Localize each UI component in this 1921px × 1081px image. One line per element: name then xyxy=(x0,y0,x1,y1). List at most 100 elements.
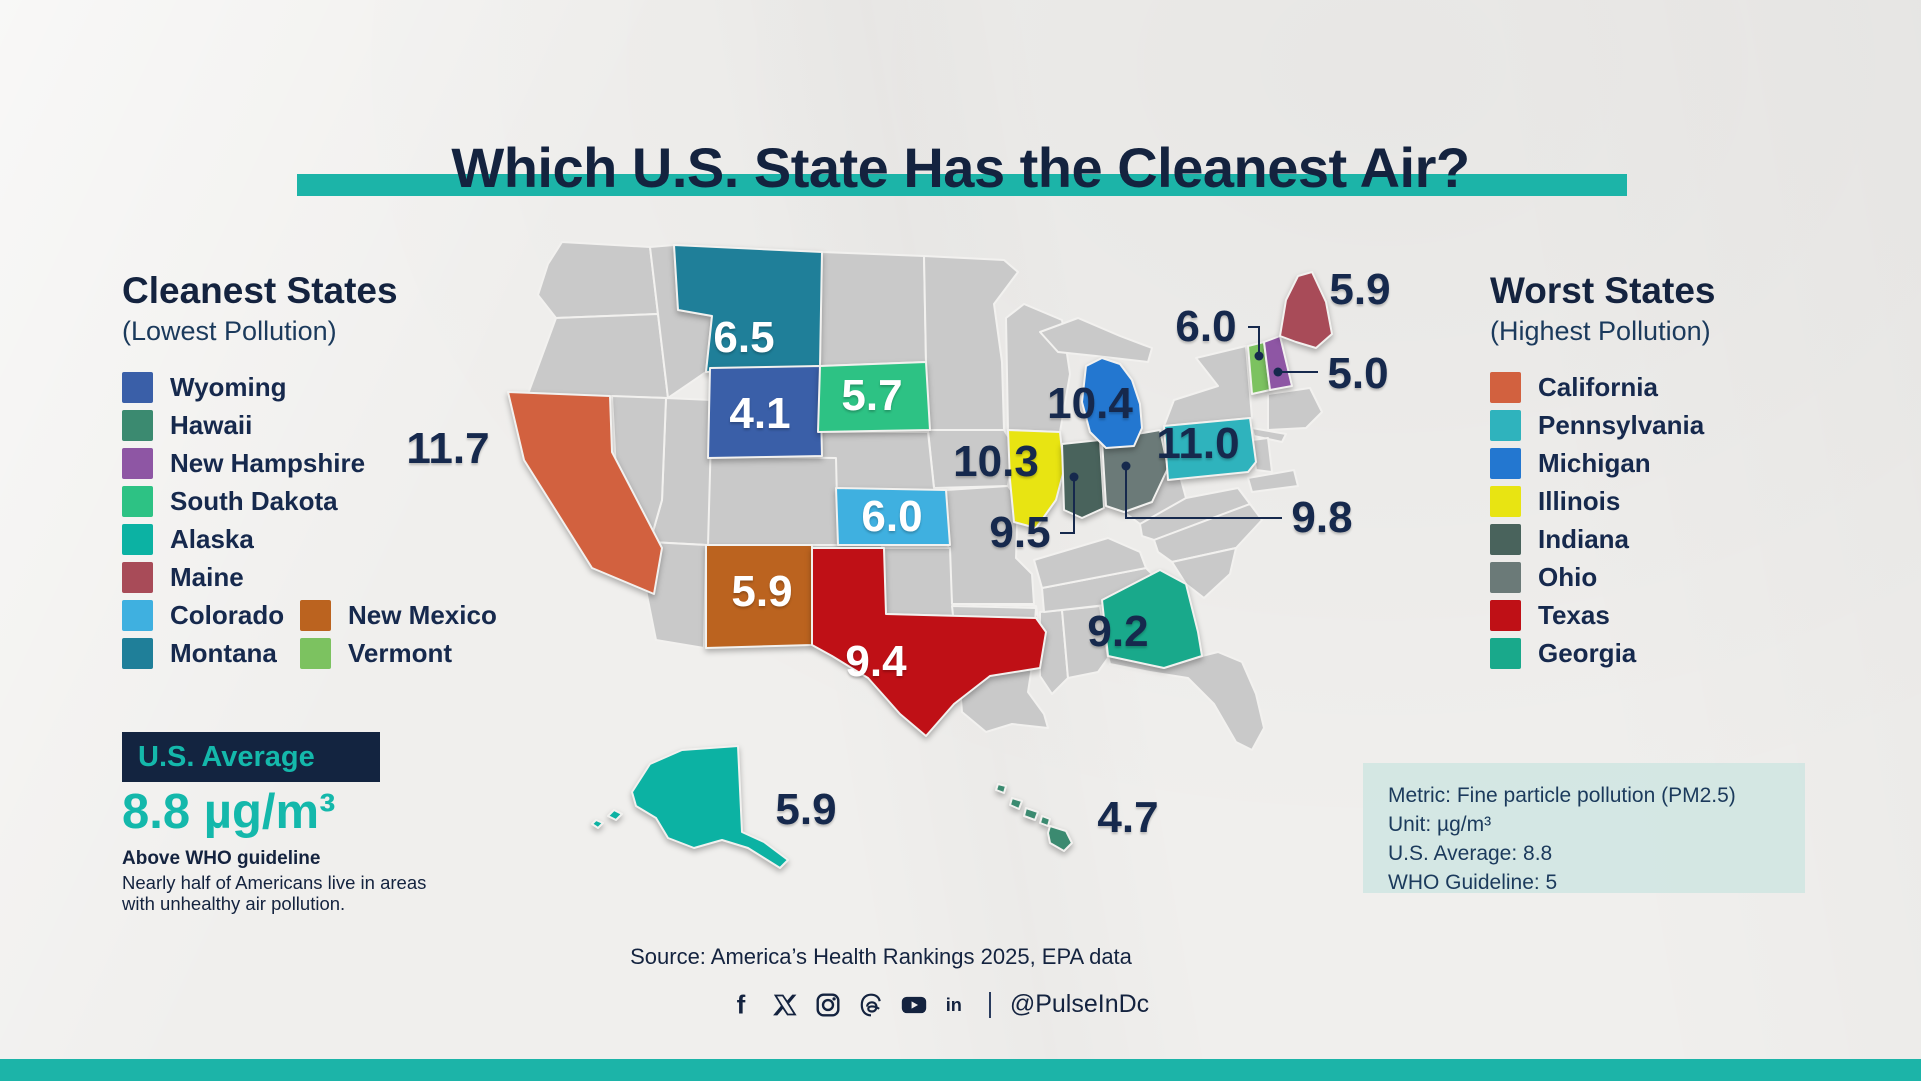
legend-label-indiana: Indiana xyxy=(1538,524,1630,554)
legend-row: Hawaii xyxy=(122,410,511,441)
linkedin-icon[interactable]: in xyxy=(944,992,970,1018)
legend-label-illinois: Illinois xyxy=(1538,486,1621,516)
value-label-indiana: 9.5 xyxy=(989,508,1050,557)
facebook-icon[interactable]: f xyxy=(729,992,755,1018)
legend-item-texas: Texas xyxy=(1490,600,1624,631)
legend-label-south-dakota: South Dakota xyxy=(170,486,338,516)
legend-row: New Hampshire xyxy=(122,448,511,479)
state-texas xyxy=(811,547,1047,737)
legend-swatch-maine xyxy=(122,562,153,593)
legend-item-california: California xyxy=(1490,372,1672,403)
value-label-pennsylvania: 11.0 xyxy=(1156,419,1239,468)
state-michigan-upper-peninsula xyxy=(1039,317,1153,363)
legend-label-hawaii: Hawaii xyxy=(170,410,253,440)
state-ohio xyxy=(1101,429,1169,513)
legend-row: Colorado New Mexico xyxy=(122,600,511,631)
instagram-icon[interactable] xyxy=(815,992,841,1018)
legend-item-wyoming: Wyoming xyxy=(122,372,301,403)
value-label-alaska: 5.9 xyxy=(775,785,836,834)
state-oregon xyxy=(527,313,669,399)
map-value-labels-layer: 6.5 4.1 5.7 11.7 6.0 5.9 9.4 10.3 9.5 9.8 10.4 11.0… xyxy=(406,265,1390,842)
legend-item-hawaii: Hawaii xyxy=(122,410,266,441)
state-georgia xyxy=(1101,569,1203,669)
value-label-california: 11.7 xyxy=(406,424,489,473)
legend-row: Illinois xyxy=(1490,486,1718,517)
legend-swatch-georgia xyxy=(1490,638,1521,669)
legend-swatch-alaska xyxy=(122,524,153,555)
legend-row: South Dakota xyxy=(122,486,511,517)
state-michigan xyxy=(1081,357,1143,449)
metric-line-2: Unit: µg/m³ xyxy=(1388,813,1492,836)
value-label-georgia: 9.2 xyxy=(1087,607,1148,656)
legend-swatch-south-dakota xyxy=(122,486,153,517)
legend-row: Alaska xyxy=(122,524,511,555)
legend-item-vermont: Vermont xyxy=(300,638,466,669)
value-label-michigan: 10.4 xyxy=(1047,379,1133,428)
threads-icon[interactable] xyxy=(858,992,884,1018)
metric-info-box: Metric: Fine particle pollution (PM2.5) U… xyxy=(1363,763,1805,894)
value-label-wyoming: 4.1 xyxy=(729,389,790,438)
state-long-island xyxy=(1251,427,1287,443)
legend-label-texas: Texas xyxy=(1538,600,1610,630)
legend-row: Wyoming xyxy=(122,372,511,403)
highlighted-states-layer xyxy=(507,244,1333,869)
legend-swatch-pennsylvania xyxy=(1490,410,1521,441)
svg-text:in: in xyxy=(946,995,962,1015)
legend-swatch-montana xyxy=(122,638,153,669)
legend-row: Michigan xyxy=(1490,448,1718,479)
state-massachusetts-area xyxy=(1267,387,1323,431)
legend-swatch-illinois xyxy=(1490,486,1521,517)
cleanest-subheading: (Lowest Pollution) xyxy=(122,316,337,346)
metric-line-1: Metric: Fine particle pollution (PM2.5) xyxy=(1388,784,1736,807)
legend-item-pennsylvania: Pennsylvania xyxy=(1490,410,1718,441)
legend-swatch-texas xyxy=(1490,600,1521,631)
state-washington xyxy=(537,241,659,319)
state-alaska xyxy=(591,745,789,869)
state-kentucky xyxy=(1033,537,1147,589)
worst-subheading: (Highest Pollution) xyxy=(1490,316,1711,346)
state-pennsylvania xyxy=(1163,417,1257,481)
state-south-carolina xyxy=(1171,547,1237,599)
state-indiana xyxy=(1061,439,1105,519)
ohio-callout-dot xyxy=(1121,461,1131,471)
x-icon[interactable] xyxy=(772,992,798,1018)
state-new-york xyxy=(1163,345,1253,427)
value-label-ohio: 9.8 xyxy=(1291,493,1352,542)
legend-label-ohio: Ohio xyxy=(1538,562,1598,592)
us-average-value: 8.8 µg/m³ xyxy=(122,785,336,839)
us-average-note-bold: Above WHO guideline xyxy=(122,848,321,869)
legend-label-new-mexico: New Mexico xyxy=(348,600,497,630)
state-north-dakota xyxy=(819,251,927,367)
page-title: Which U.S. State Has the Cleanest Air? xyxy=(451,136,1470,199)
legend-label-alaska: Alaska xyxy=(170,524,254,554)
indiana-callout-line xyxy=(1060,477,1075,534)
new-hampshire-callout-dot xyxy=(1273,367,1283,377)
legend-item-indiana: Indiana xyxy=(1490,524,1643,555)
state-california xyxy=(507,391,663,595)
callout-lines-layer xyxy=(1060,326,1318,534)
footer-separator xyxy=(988,991,991,1018)
legend-label-montana: Montana xyxy=(170,638,277,668)
legend-item-colorado: Colorado xyxy=(122,600,300,631)
legend-row: Texas xyxy=(1490,600,1718,631)
title-underline-band xyxy=(297,174,1627,196)
ohio-callout-line xyxy=(1125,466,1282,519)
legend-item-illinois: Illinois xyxy=(1490,486,1634,517)
value-label-colorado: 6.0 xyxy=(861,492,922,541)
value-label-maine: 5.9 xyxy=(1329,265,1390,314)
legend-swatch-california xyxy=(1490,372,1521,403)
state-colorado xyxy=(835,487,951,546)
legend-row: Ohio xyxy=(1490,562,1718,593)
legend-item-georgia: Georgia xyxy=(1490,638,1650,669)
legend-label-colorado: Colorado xyxy=(170,600,285,630)
legend-swatch-michigan xyxy=(1490,448,1521,479)
legend-item-new-mexico: New Mexico xyxy=(300,600,511,631)
legend-item-ohio: Ohio xyxy=(1490,562,1611,593)
legend-swatch-hawaii xyxy=(122,410,153,441)
value-label-texas: 9.4 xyxy=(845,637,907,686)
state-south-dakota xyxy=(817,361,931,433)
social-handle[interactable]: @PulseInDc xyxy=(1009,990,1150,1018)
youtube-icon[interactable] xyxy=(901,992,927,1018)
